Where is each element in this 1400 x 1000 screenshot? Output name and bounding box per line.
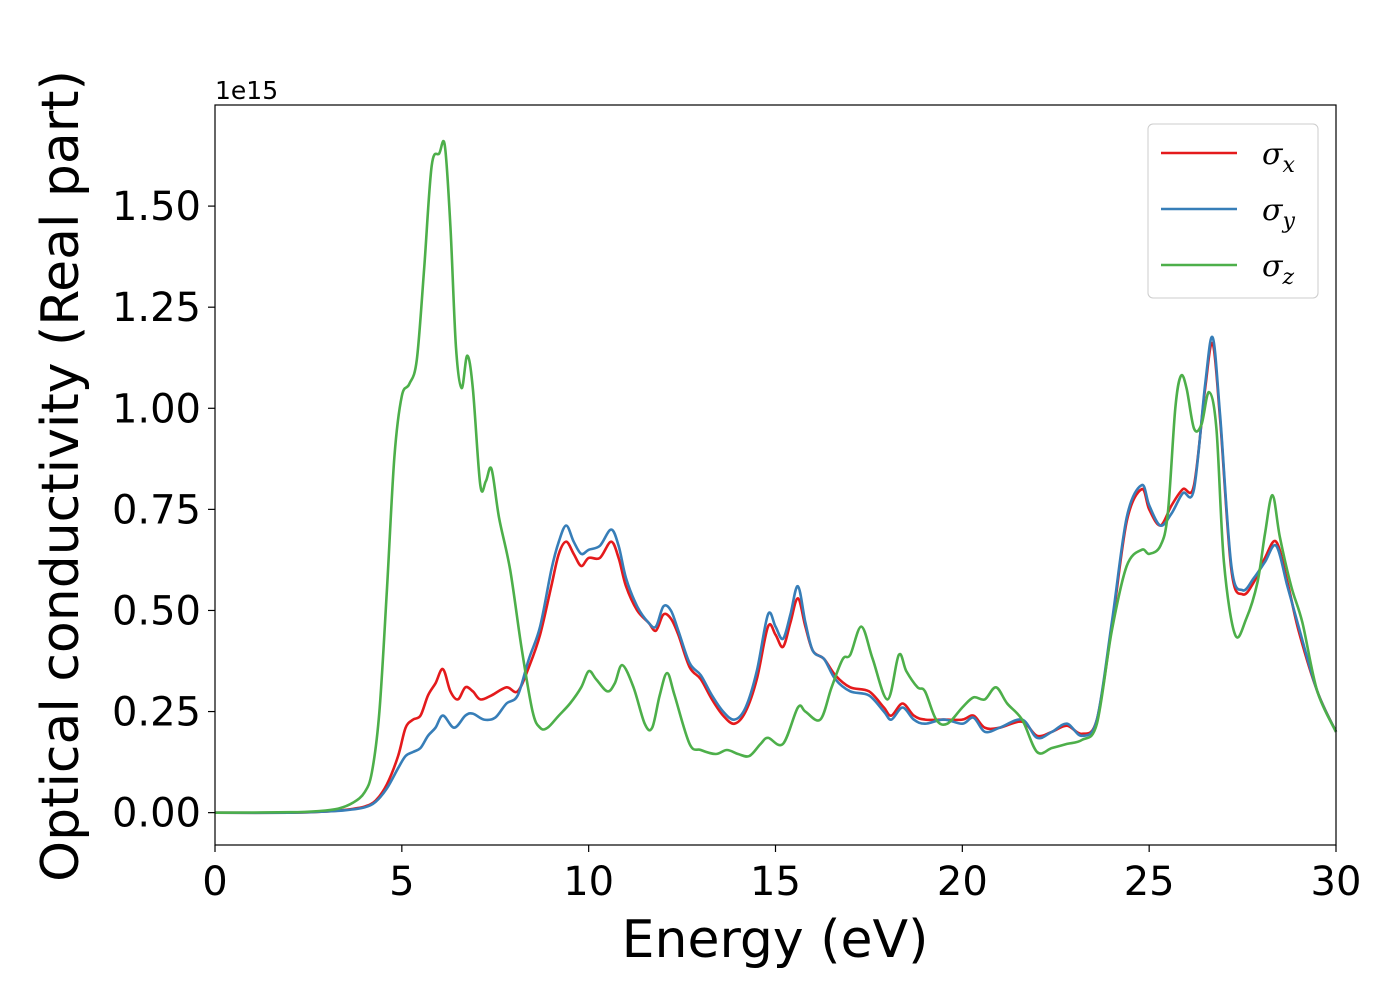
y-tick-label: 1.25 — [112, 285, 201, 331]
series-line-y — [214, 335, 1338, 815]
x-tick-label: 0 — [202, 859, 227, 905]
y-tick-label: 0.50 — [112, 588, 201, 634]
legend-label-z: σz — [1262, 249, 1294, 290]
x-tick-label: 10 — [563, 859, 614, 905]
legend-label-x: σx — [1262, 137, 1295, 178]
legend: σx σy σz — [1147, 123, 1319, 299]
x-tick-label: 5 — [389, 859, 414, 905]
y-offset-text: 1e15 — [215, 76, 278, 105]
y-tick-label: 0.75 — [112, 487, 201, 533]
x-axis: 0 5 10 15 20 25 30 — [202, 845, 1361, 905]
y-axis: 0.00 0.25 0.50 0.75 1.00 1.25 1.50 — [112, 184, 215, 837]
x-tick-label: 25 — [1124, 859, 1175, 905]
legend-frame — [1147, 123, 1319, 299]
x-tick-label: 15 — [750, 859, 801, 905]
x-axis-label: Energy (eV) — [622, 910, 929, 970]
x-tick-label: 30 — [1311, 859, 1362, 905]
y-axis-label: Optical conductivity (Real part) — [31, 70, 91, 882]
y-tick-label: 0.25 — [112, 690, 201, 736]
series-layer — [214, 139, 1338, 815]
y-tick-label: 0.00 — [112, 791, 201, 837]
series-line-z — [214, 139, 1338, 814]
y-tick-label: 1.00 — [112, 386, 201, 432]
x-tick-label: 20 — [937, 859, 988, 905]
legend-label-y: σy — [1262, 193, 1295, 234]
y-tick-label: 1.50 — [112, 184, 201, 230]
